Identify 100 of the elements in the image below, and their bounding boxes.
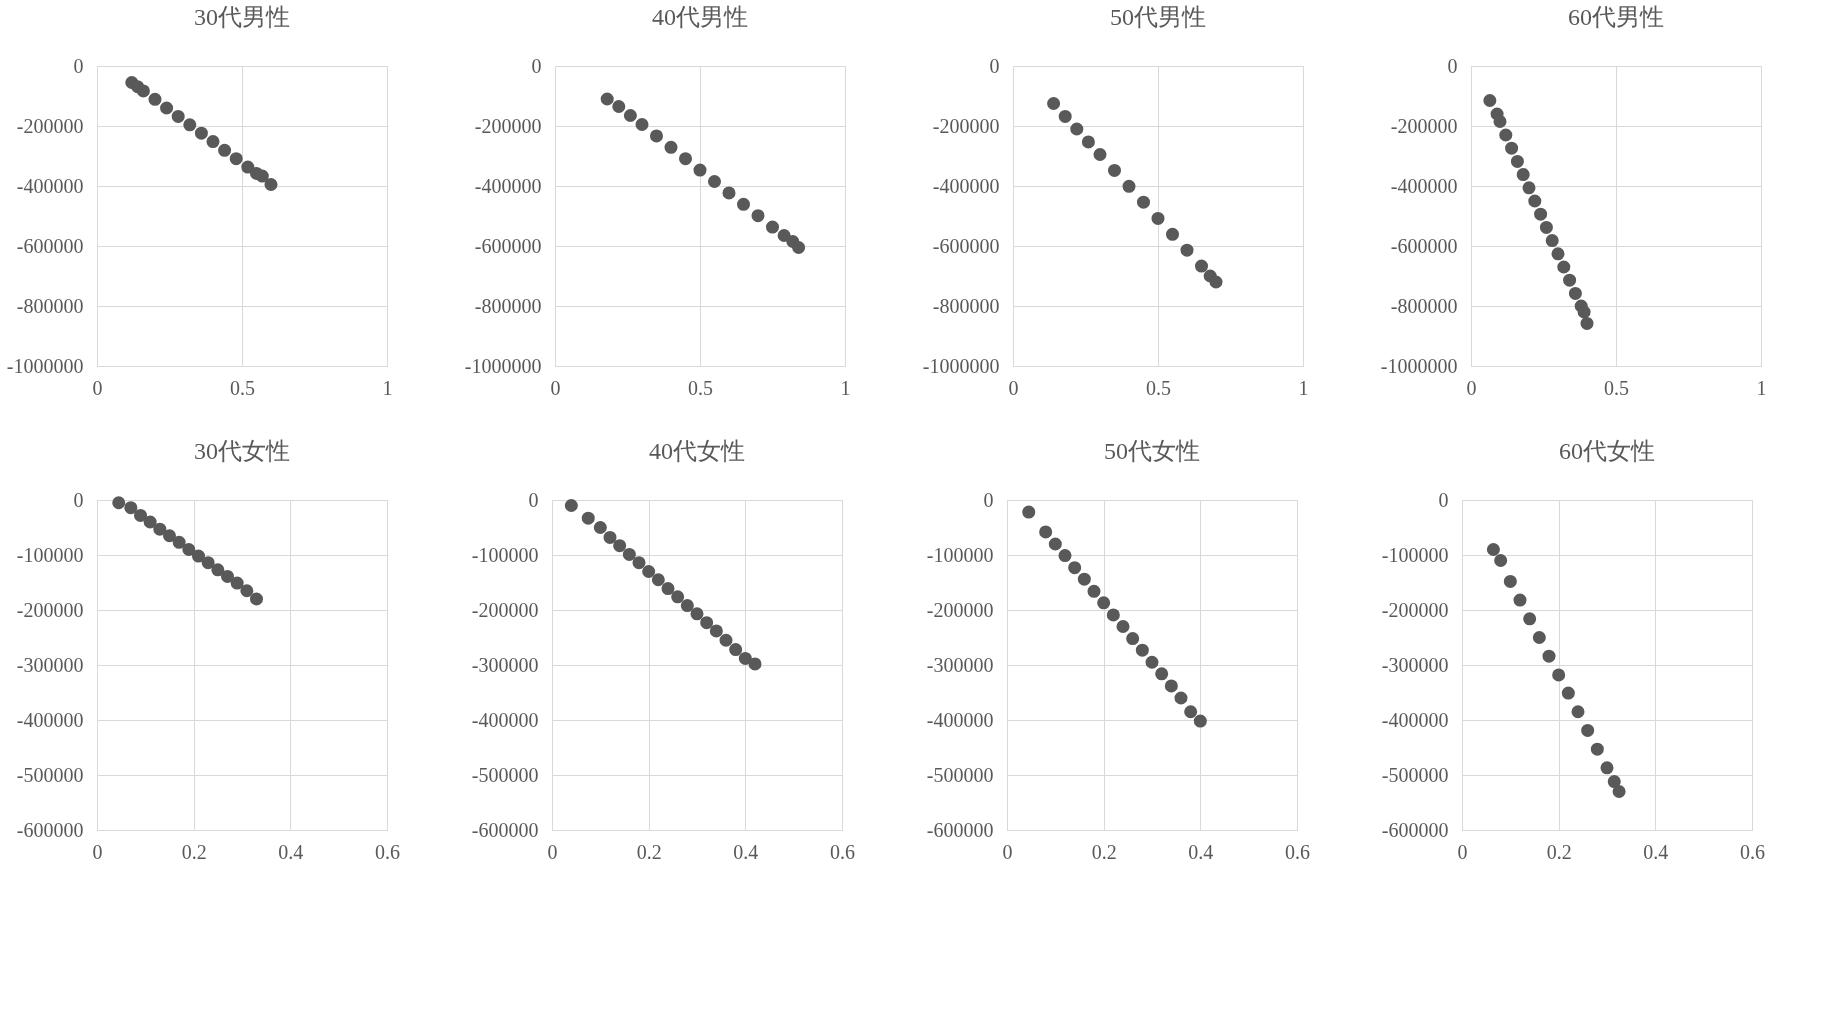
point [1093,147,1107,162]
chart-title: 60代女性 [1559,438,1655,464]
point [1568,286,1582,300]
y-tick-label: -400000 [16,708,84,731]
chart-title: 30代女性 [194,438,290,464]
x-tick-label: 1 [1298,376,1309,399]
point [1600,761,1614,775]
y-tick-label: 0 [1447,54,1458,77]
chart-title: 50代女性 [1104,438,1200,464]
point [1539,220,1553,234]
y-tick-label: -500000 [16,763,84,786]
point [1522,181,1536,195]
point [1180,243,1194,257]
point [738,651,752,665]
point [690,607,704,621]
point [777,228,791,243]
x-tick-label: 0.5 [1146,376,1171,399]
point [671,590,685,604]
x-tick-label: 0.2 [636,840,662,863]
x-tick-label: 0.2 [1091,840,1117,863]
point [1136,195,1151,209]
point [1571,705,1585,719]
point [661,582,675,596]
y-tick-label: -800000 [1390,294,1458,317]
point [693,163,707,177]
point [1494,553,1508,568]
point [1194,259,1209,273]
point [1107,163,1122,177]
point [1580,316,1594,330]
x-tick-label: 0 [550,376,561,399]
point [1047,96,1061,111]
point [748,657,762,671]
y-tick-label: 0 [531,54,542,77]
y-tick-label: -400000 [474,174,542,197]
point [1106,608,1120,622]
point [635,117,649,132]
y-tick-label: -200000 [471,598,539,621]
point [143,515,157,529]
point [1523,612,1537,626]
point [171,109,185,123]
y-tick-label: 0 [1438,488,1449,511]
point [182,542,196,557]
point [700,616,714,630]
point [211,563,225,577]
point [751,209,765,223]
point [1607,775,1621,789]
y-tick-label: 0 [73,54,84,77]
point [707,174,722,189]
point [622,547,636,561]
point [1097,596,1111,610]
point [191,549,206,563]
point [564,498,578,513]
point [1116,619,1130,634]
y-tick-label: -300000 [471,653,539,676]
point [603,530,617,544]
point [153,522,167,536]
point [1070,122,1084,136]
point [218,143,232,157]
point [1145,655,1159,669]
y-tick-label: -100000 [1381,543,1449,566]
y-tick-label: -100000 [16,543,84,566]
point [1483,93,1497,108]
point [1551,247,1565,261]
point [1577,305,1591,319]
point [600,92,614,106]
point [1612,784,1626,799]
y-tick-label: -1000000 [6,354,84,377]
y-tick-label: -200000 [16,114,84,137]
x-tick-label: 0.2 [181,840,207,863]
point [680,599,694,613]
y-tick-label: -800000 [474,294,542,317]
x-tick-label: 0.4 [1643,840,1669,863]
point [765,220,780,234]
point [264,177,278,192]
y-tick-label: -200000 [926,598,994,621]
y-tick-label: -300000 [926,653,994,676]
point [1022,505,1036,519]
point [581,511,595,525]
y-tick-label: -300000 [1381,653,1449,676]
y-tick-label: -100000 [471,543,539,566]
point [1087,584,1101,598]
y-tick-label: 0 [528,488,539,511]
point [230,576,244,590]
point [1499,128,1513,142]
x-tick-label: 0.6 [1740,840,1765,863]
chart-title: 50代男性 [1110,4,1206,30]
x-tick-label: 0.5 [230,376,255,399]
x-tick-label: 0.4 [278,840,304,863]
point [1039,525,1053,539]
chart-title: 60代男性 [1568,4,1664,30]
chart-title: 40代女性 [649,438,745,464]
point [1164,679,1178,693]
point [642,564,656,579]
x-tick-label: 0 [1008,376,1019,399]
point [1493,114,1507,129]
point [1516,168,1530,182]
point [133,508,148,522]
point [136,84,150,98]
point [1552,668,1566,682]
point [632,556,646,570]
